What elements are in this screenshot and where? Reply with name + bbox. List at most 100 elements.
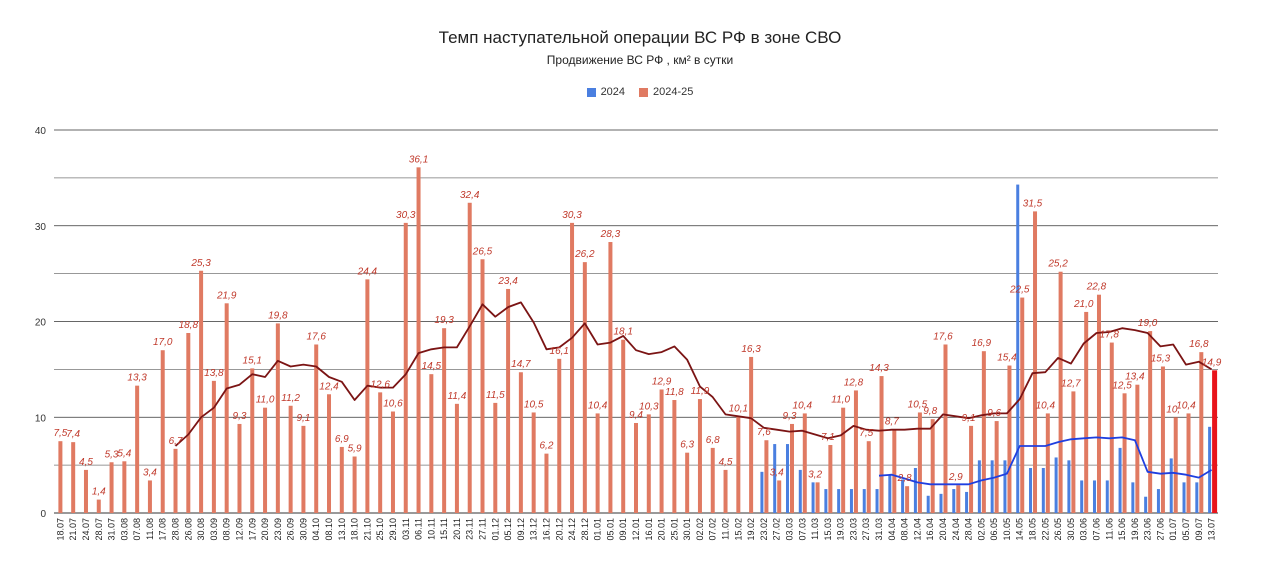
x-tick-label: 11.02 bbox=[721, 518, 731, 540]
data-label: 10,3 bbox=[639, 401, 659, 412]
data-label: 10,4 bbox=[793, 400, 813, 411]
data-label: 19,0 bbox=[1138, 318, 1158, 329]
x-tick-label: 30.09 bbox=[298, 518, 308, 541]
bar-2024-25 bbox=[841, 407, 846, 513]
bar-2024-25 bbox=[917, 412, 922, 513]
data-label: 11,0 bbox=[256, 395, 275, 406]
x-tick-label: 17.09 bbox=[247, 518, 257, 541]
data-label: 11,8 bbox=[665, 387, 684, 398]
x-tick-label: 01.12 bbox=[490, 518, 500, 541]
x-tick-label: 18.07 bbox=[55, 518, 65, 541]
bar-2024-25 bbox=[789, 423, 794, 513]
x-tick-label: 28.08 bbox=[171, 518, 181, 541]
data-label: 7,4 bbox=[66, 429, 80, 440]
bar-2024-25 bbox=[672, 400, 677, 513]
data-label: 2,8 bbox=[897, 473, 912, 484]
bar-2024 bbox=[837, 489, 841, 513]
bar-2024-25 bbox=[454, 403, 459, 513]
data-label: 25,3 bbox=[190, 258, 211, 269]
x-tick-label: 03.03 bbox=[784, 518, 794, 541]
data-label: 9,8 bbox=[923, 406, 937, 417]
bar-2024-25 bbox=[263, 407, 268, 513]
x-axis: 18.07 21.07 24.07 28.07 31.07 03.08 07.08 11.08… bbox=[55, 518, 1216, 541]
data-label: 6,7 bbox=[169, 436, 183, 447]
data-label: 22,5 bbox=[1009, 285, 1030, 296]
bar-2024-25 bbox=[352, 456, 357, 513]
bar-2024 bbox=[952, 489, 956, 513]
bar-2024-25 bbox=[1122, 393, 1127, 513]
data-label: 15,4 bbox=[997, 353, 1017, 364]
bar-2024-25 bbox=[1058, 271, 1063, 513]
bar-2024-25 bbox=[480, 259, 485, 513]
bar-2024-25 bbox=[403, 222, 408, 513]
data-label: 11,0 bbox=[831, 395, 850, 406]
x-tick-label: 24.04 bbox=[951, 518, 961, 541]
bar-2024-25 bbox=[1084, 311, 1089, 513]
x-tick-label: 31.03 bbox=[874, 518, 884, 541]
x-tick-label: 13.10 bbox=[337, 518, 347, 541]
data-label: 23,4 bbox=[497, 276, 518, 287]
x-tick-label: 03.11 bbox=[401, 518, 411, 540]
bar-2024-25 bbox=[237, 423, 242, 513]
data-label: 21,9 bbox=[216, 290, 237, 301]
data-label: 6,3 bbox=[680, 440, 694, 451]
data-label: 7,6 bbox=[757, 427, 771, 438]
bar-2024-25 bbox=[749, 356, 754, 513]
x-tick-label: 11.08 bbox=[145, 518, 155, 540]
bar-2024 bbox=[1169, 458, 1173, 513]
data-label: 36,1 bbox=[409, 154, 428, 165]
bar-2024 bbox=[1182, 482, 1186, 513]
data-label: 9,1 bbox=[296, 413, 310, 424]
data-label: 4,5 bbox=[79, 457, 93, 468]
x-tick-label: 18.10 bbox=[350, 518, 360, 541]
y-tick-label: 0 bbox=[40, 509, 46, 520]
x-tick-label: 08.04 bbox=[900, 518, 910, 541]
bar-2024-25 bbox=[736, 416, 741, 513]
bar-2024-25 bbox=[634, 422, 638, 513]
bar-2024-25 bbox=[250, 368, 255, 513]
data-label: 14,3 bbox=[869, 363, 889, 374]
data-label: 14,9 bbox=[1202, 357, 1222, 368]
data-label: 11,5 bbox=[486, 390, 505, 401]
x-tick-label: 07.03 bbox=[797, 518, 807, 541]
bar-2024-25 bbox=[646, 414, 651, 513]
data-label: 17,6 bbox=[933, 331, 953, 342]
x-tick-label: 02.02 bbox=[695, 518, 705, 541]
x-tick-label: 12.01 bbox=[631, 518, 641, 541]
bar-2024-25 bbox=[1020, 297, 1025, 513]
bar-2024-25 bbox=[199, 270, 204, 513]
chart-legend: 2024 2024-25 bbox=[0, 86, 1280, 98]
x-tick-label: 21.10 bbox=[362, 518, 372, 541]
x-tick-label: 27.03 bbox=[861, 518, 871, 541]
data-label: 17,6 bbox=[306, 331, 326, 342]
trend-line-2024 bbox=[878, 436, 1213, 486]
bar-2024-25 bbox=[1033, 211, 1038, 513]
trend-line-2024-25 bbox=[174, 301, 1213, 447]
bar-2024-25 bbox=[186, 332, 191, 513]
x-tick-label: 31.07 bbox=[107, 518, 117, 541]
x-tick-label: 01.07 bbox=[1168, 518, 1178, 541]
x-tick-label: 21.07 bbox=[68, 518, 78, 541]
data-label: 32,4 bbox=[460, 190, 480, 201]
x-tick-label: 19.03 bbox=[836, 518, 846, 541]
bar-2024-25 bbox=[211, 380, 216, 513]
data-label: 3,4 bbox=[143, 467, 157, 478]
x-tick-label: 28.12 bbox=[580, 518, 590, 541]
data-label: 12,8 bbox=[844, 377, 864, 388]
x-tick-label: 23.11 bbox=[465, 518, 475, 540]
bar-2024-25 bbox=[1071, 391, 1076, 513]
data-label: 13,4 bbox=[1125, 372, 1145, 383]
bar-2024-25 bbox=[109, 462, 114, 513]
bar-2024-25 bbox=[544, 453, 549, 513]
data-label: 10, bbox=[1166, 404, 1180, 415]
y-tick-label: 10 bbox=[35, 413, 47, 424]
bar-2024-25 bbox=[83, 469, 88, 513]
data-label: 16,1 bbox=[550, 346, 569, 357]
data-label: 31,5 bbox=[1023, 198, 1043, 209]
x-tick-label: 03.08 bbox=[119, 518, 129, 541]
data-label: 1,4 bbox=[92, 487, 106, 498]
bar-2024-25 bbox=[659, 389, 664, 513]
bar-2024-25 bbox=[224, 303, 229, 513]
data-label: 16,9 bbox=[972, 338, 992, 349]
data-label: 12,7 bbox=[1061, 378, 1081, 389]
